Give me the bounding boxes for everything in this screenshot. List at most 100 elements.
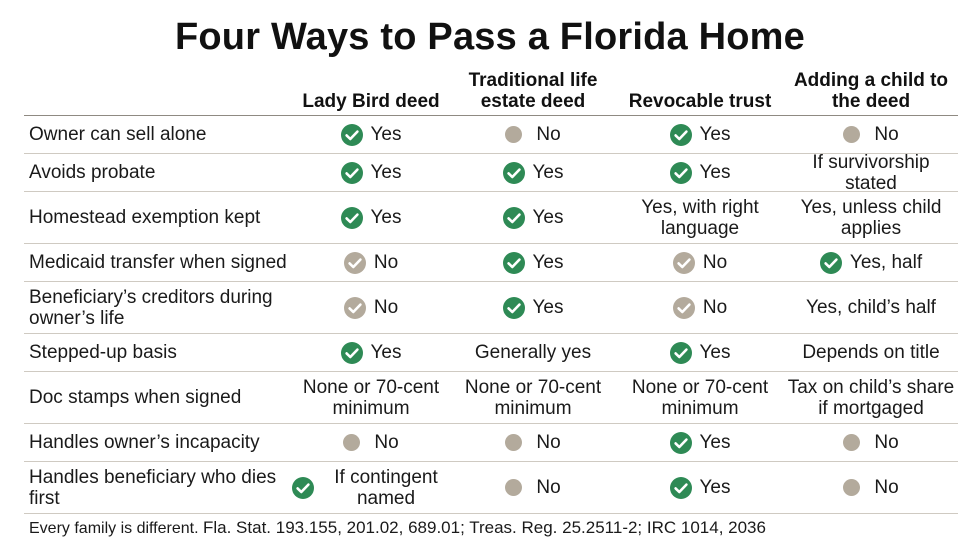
cell-value: If contingent named [334,466,438,509]
cell-value: None or 70-cent minimum [631,376,769,419]
cell-value: No [874,477,899,498]
green-check-icon [340,123,371,146]
cell-value: No [536,477,561,498]
cell-value: Tax on child’s share if mortgaged [787,376,955,419]
cell-value: No [702,252,728,273]
table-cell: If contingent named [292,467,450,509]
table-cell: No [616,251,784,274]
row-label: Handles beneficiary who dies first [29,466,277,509]
table-cell: Yes [292,123,450,146]
table-cell: If survivorship stated [784,152,958,194]
table-cell: Yes [616,431,784,454]
table-cell: None or 70-cent minimum [450,377,616,419]
green-check-icon [340,206,371,229]
cell-value: None or 70-cent minimum [464,376,602,419]
cell-value: Yes, with right language [641,196,759,239]
table-row: Medicaid transfer when signed No Yes No Yes,… [24,244,958,282]
table-row: Handles owner’s incapacity No No Yes No [24,424,958,462]
gray-dot-icon [843,479,861,496]
footer-disclaimer: Every family is different. [29,520,199,537]
table-cell: Yes, child’s half [784,297,958,318]
table-cell: Yes [292,161,450,184]
green-check-icon [669,431,700,454]
table-cell: No [292,251,450,274]
table-cell: Yes, half [784,251,958,274]
cell-value: Depends on title [802,342,940,363]
cell-value: Yes [532,162,564,183]
row-label: Avoids probate [29,162,156,183]
table-cell: No [450,124,616,145]
cell-value: Yes [532,297,564,318]
table-cell: Yes [616,341,784,364]
cell-value: Yes [699,432,731,453]
cell-value: No [874,124,899,145]
table-row: Avoids probate Yes Yes Yes If survivorship s… [24,152,958,194]
green-check-icon [502,206,533,229]
green-check-icon [669,476,700,499]
table-cell: None or 70-cent minimum [292,377,450,419]
row-label: Medicaid transfer when signed [29,252,287,273]
gray-dot-icon [505,479,523,496]
cell-value: No [536,432,561,453]
row-label: Homestead exemption kept [29,207,261,228]
cell-value: Yes [370,207,402,228]
comparison-table: Lady Bird deed Traditional life estate d… [24,70,958,514]
cell-value: Yes [699,162,731,183]
table-row: Homestead exemption kept Yes Yes Yes, with … [24,192,958,244]
cell-value: Yes [699,477,731,498]
table-cell: No [292,296,450,319]
green-check-icon [502,296,533,319]
table-cell: Generally yes [450,342,616,363]
page-title: Four Ways to Pass a Florida Home [174,16,806,58]
column-header-lady-bird-deed: Lady Bird deed [302,91,440,112]
table-cell: Yes [450,296,616,319]
table-cell: Tax on child’s share if mortgaged [784,377,958,419]
table-row: Owner can sell alone Yes No Yes No [24,116,958,154]
cell-value: No [874,432,899,453]
table-cell: Yes, with right language [616,197,784,239]
green-check-icon [340,161,371,184]
table-cell: No [450,477,616,498]
table-cell: Yes [292,341,450,364]
row-label: Owner can sell alone [29,124,207,145]
green-check-icon [502,161,533,184]
table-row: Beneficiary’s creditors during owner’s l… [24,282,958,334]
gray-dot-icon [505,434,523,451]
table-cell: No [784,477,958,498]
cell-value: Generally yes [474,342,592,363]
table-cell: Depends on title [784,342,958,363]
table-cell: No [784,432,958,453]
column-header-revocable-trust: Revocable trust [628,91,772,112]
cell-value: Yes [370,342,402,363]
cell-value: No [373,297,399,318]
gray-check-icon [343,251,374,274]
table-row: Handles beneficiary who dies first If con… [24,462,958,514]
gray-check-icon [672,296,703,319]
cell-value: Yes, unless child applies [800,196,942,239]
table-row: Doc stamps when signed None or 70-cent mi… [24,372,958,424]
column-header-traditional-life-estate-deed: Traditional life estate deed [468,70,598,112]
green-check-icon [340,341,371,364]
green-check-icon [669,341,700,364]
row-label: Doc stamps when signed [29,387,242,408]
cell-value: Yes [699,124,731,145]
table-cell: Yes [616,161,784,184]
table-header-row: Lady Bird deed Traditional life estate d… [24,70,958,116]
table-cell: Yes [450,251,616,274]
green-check-icon [669,161,700,184]
row-label: Stepped-up basis [29,342,177,363]
table-cell: Yes [450,206,616,229]
gray-dot-icon [843,434,861,451]
gray-dot-icon [843,126,861,143]
green-check-icon [669,123,700,146]
cell-value: No [702,297,728,318]
table-row: Stepped-up basis Yes Generally yes Yes Depen… [24,334,958,372]
table-cell: No [616,296,784,319]
green-check-icon [292,476,322,499]
cell-value: Yes [370,162,402,183]
cell-value: If survivorship stated [812,151,930,194]
cell-value: Yes [370,124,402,145]
table-cell: Yes [292,206,450,229]
cell-value: Yes [699,342,731,363]
row-label: Beneficiary’s creditors during owner’s l… [29,286,273,329]
